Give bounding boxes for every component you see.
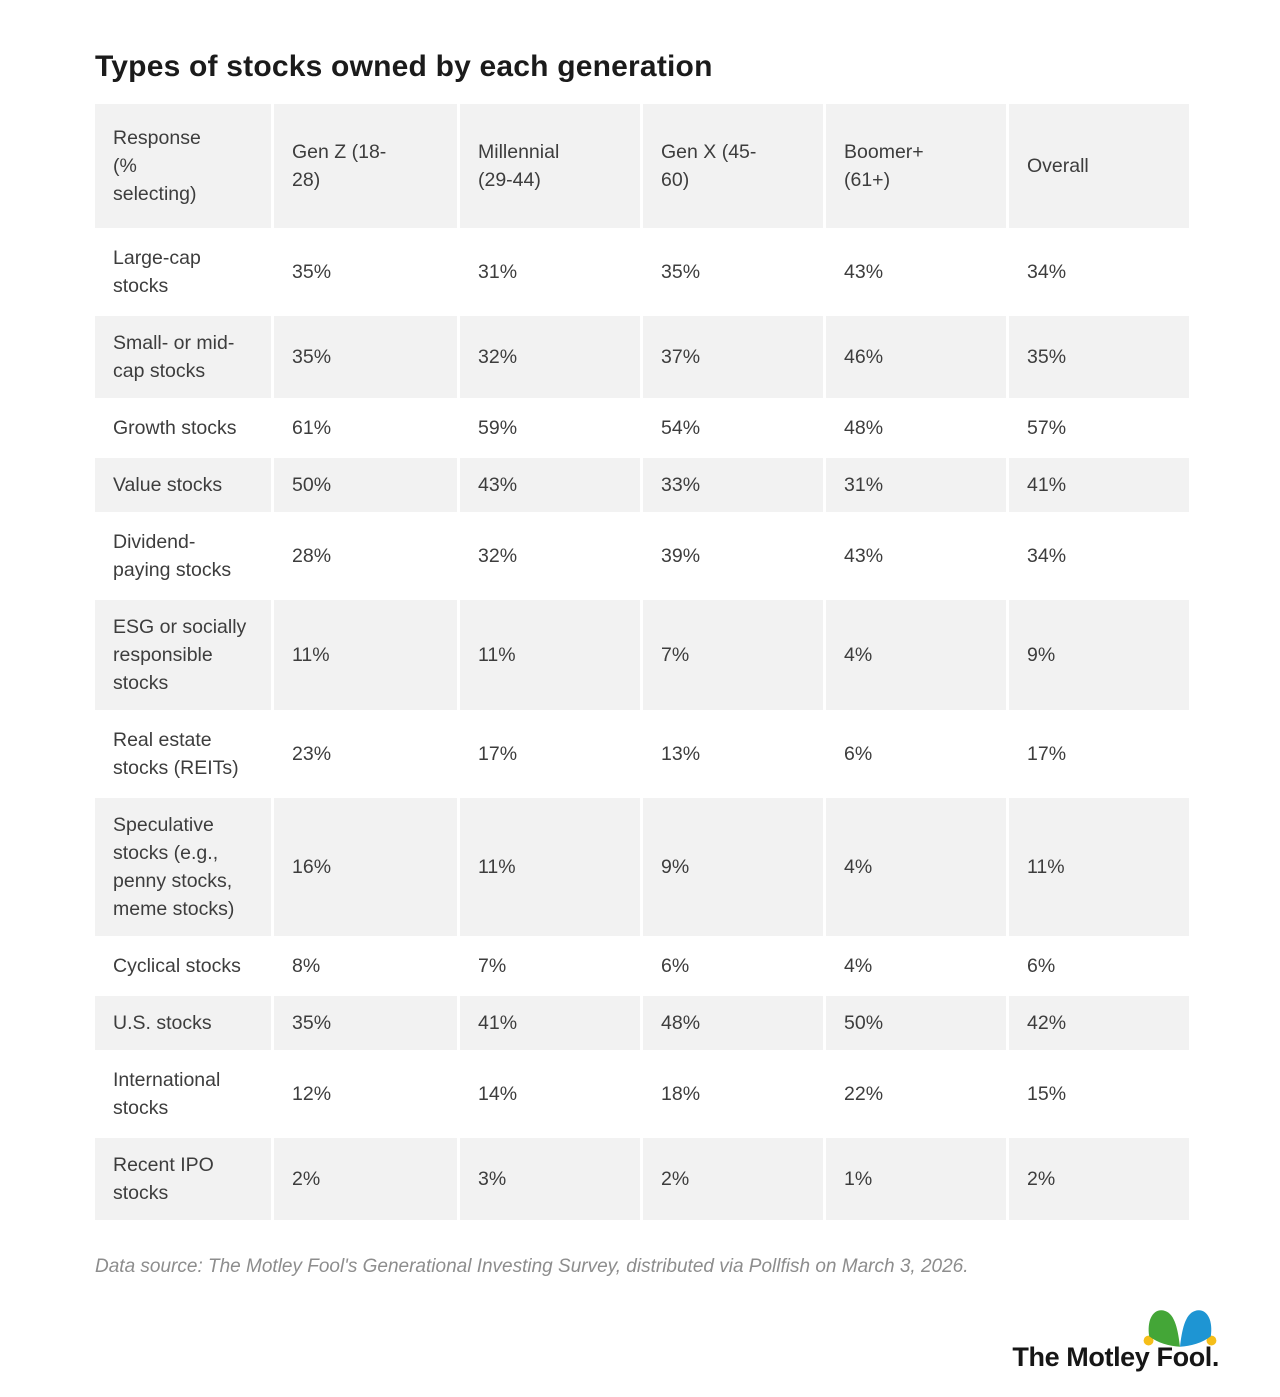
value-cell: 48%	[643, 996, 823, 1050]
value-cell: 41%	[1009, 458, 1189, 512]
stocks-table: Response (% selecting) Gen Z (18- 28) Mill…	[95, 104, 1189, 1220]
value-cell: 2%	[1009, 1138, 1189, 1220]
row-label: Large-cap stocks	[95, 231, 271, 313]
row-label: Small- or mid- cap stocks	[95, 316, 271, 398]
value-cell: 28%	[274, 515, 457, 597]
logo-row: The Motley Fool.	[95, 1306, 1219, 1372]
value-cell: 13%	[643, 713, 823, 795]
value-cell: 12%	[274, 1053, 457, 1135]
value-cell: 35%	[274, 996, 457, 1050]
value-cell: 41%	[460, 996, 640, 1050]
value-cell: 15%	[1009, 1053, 1189, 1135]
value-cell: 14%	[460, 1053, 640, 1135]
jester-hat-icon	[1143, 1310, 1217, 1347]
value-cell: 61%	[274, 401, 457, 455]
column-header: Overall	[1009, 104, 1189, 228]
value-cell: 8%	[274, 939, 457, 993]
value-cell: 34%	[1009, 231, 1189, 313]
value-cell: 7%	[460, 939, 640, 993]
value-cell: 33%	[643, 458, 823, 512]
value-cell: 4%	[826, 939, 1006, 993]
value-cell: 18%	[643, 1053, 823, 1135]
value-cell: 11%	[1009, 798, 1189, 936]
value-cell: 43%	[460, 458, 640, 512]
value-cell: 50%	[826, 996, 1006, 1050]
value-cell: 11%	[460, 798, 640, 936]
value-cell: 2%	[274, 1138, 457, 1220]
value-cell: 17%	[460, 713, 640, 795]
value-cell: 11%	[460, 600, 640, 710]
row-label: Real estate stocks (REITs)	[95, 713, 271, 795]
column-header: Boomer+ (61+)	[826, 104, 1006, 228]
value-cell: 9%	[1009, 600, 1189, 710]
value-cell: 34%	[1009, 515, 1189, 597]
motley-fool-logo: The Motley Fool.	[1012, 1306, 1219, 1372]
row-label: Cyclical stocks	[95, 939, 271, 993]
value-cell: 37%	[643, 316, 823, 398]
value-cell: 59%	[460, 401, 640, 455]
logo-text: The Motley Fool.	[1012, 1342, 1219, 1372]
value-cell: 4%	[826, 600, 1006, 710]
value-cell: 4%	[826, 798, 1006, 936]
value-cell: 2%	[643, 1138, 823, 1220]
value-cell: 35%	[1009, 316, 1189, 398]
value-cell: 48%	[826, 401, 1006, 455]
column-header: Gen X (45- 60)	[643, 104, 823, 228]
value-cell: 16%	[274, 798, 457, 936]
row-label: Speculative stocks (e.g., penny stocks, …	[95, 798, 271, 936]
value-cell: 31%	[826, 458, 1006, 512]
value-cell: 35%	[643, 231, 823, 313]
value-cell: 9%	[643, 798, 823, 936]
hat-left-bell	[1143, 1335, 1154, 1346]
value-cell: 6%	[643, 939, 823, 993]
value-cell: 6%	[826, 713, 1006, 795]
value-cell: 3%	[460, 1138, 640, 1220]
hat-right-horn	[1180, 1310, 1212, 1347]
value-cell: 32%	[460, 316, 640, 398]
value-cell: 35%	[274, 231, 457, 313]
value-cell: 42%	[1009, 996, 1189, 1050]
value-cell: 43%	[826, 515, 1006, 597]
row-label: Dividend- paying stocks	[95, 515, 271, 597]
hat-left-horn	[1148, 1310, 1180, 1347]
value-cell: 22%	[826, 1053, 1006, 1135]
value-cell: 39%	[643, 515, 823, 597]
row-label: ESG or socially responsible stocks	[95, 600, 271, 710]
row-label: Growth stocks	[95, 401, 271, 455]
hat-right-bell	[1206, 1335, 1217, 1346]
value-cell: 32%	[460, 515, 640, 597]
row-label: Recent IPO stocks	[95, 1138, 271, 1220]
row-label: International stocks	[95, 1053, 271, 1135]
value-cell: 57%	[1009, 401, 1189, 455]
value-cell: 6%	[1009, 939, 1189, 993]
value-cell: 54%	[643, 401, 823, 455]
value-cell: 43%	[826, 231, 1006, 313]
row-label: U.S. stocks	[95, 996, 271, 1050]
value-cell: 17%	[1009, 713, 1189, 795]
column-header: Gen Z (18- 28)	[274, 104, 457, 228]
page-title: Types of stocks owned by each generation	[95, 50, 713, 83]
value-cell: 35%	[274, 316, 457, 398]
column-header: Millennial (29-44)	[460, 104, 640, 228]
data-source-caption: Data source: The Motley Fool's Generatio…	[95, 1256, 969, 1277]
value-cell: 11%	[274, 600, 457, 710]
row-label: Value stocks	[95, 458, 271, 512]
value-cell: 7%	[643, 600, 823, 710]
value-cell: 50%	[274, 458, 457, 512]
value-cell: 46%	[826, 316, 1006, 398]
value-cell: 1%	[826, 1138, 1006, 1220]
value-cell: 31%	[460, 231, 640, 313]
value-cell: 23%	[274, 713, 457, 795]
column-header: Response (% selecting)	[95, 104, 271, 228]
